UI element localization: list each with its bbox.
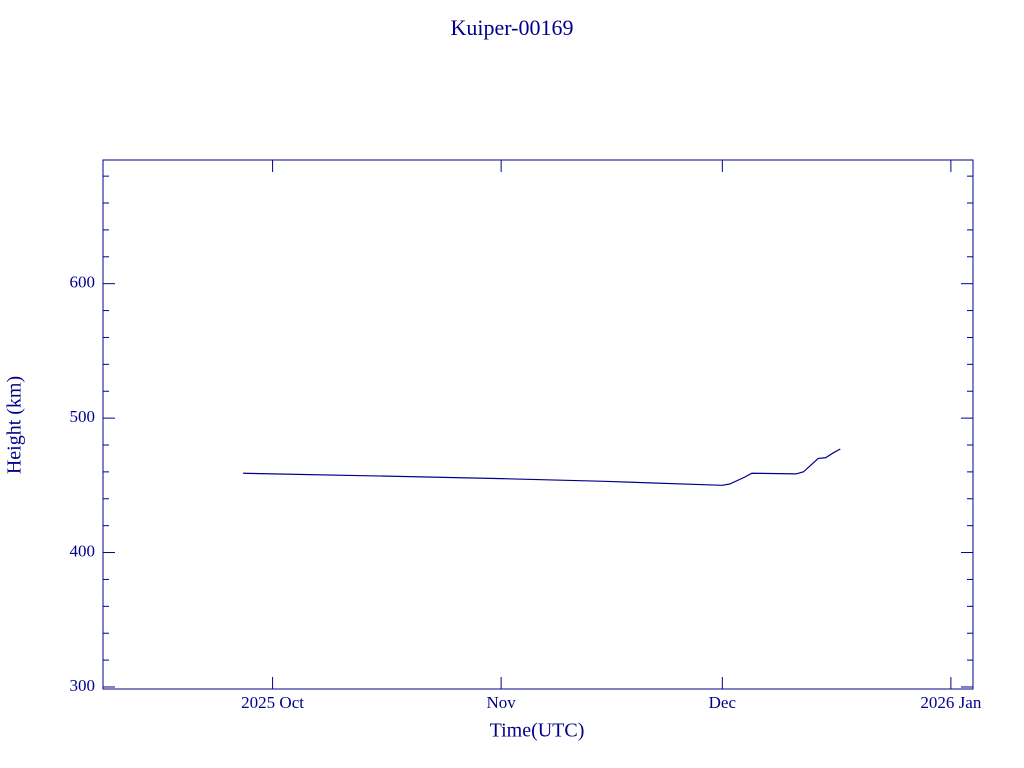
y-tick-label: 400 — [70, 541, 96, 560]
x-tick-label: 2025 Oct — [241, 693, 304, 712]
x-axis-label: Time(UTC) — [490, 720, 585, 742]
x-tick-label: Nov — [486, 693, 516, 712]
x-tick-label: 2026 Jan — [920, 693, 981, 712]
data-line — [243, 448, 841, 486]
y-tick-label: 600 — [70, 273, 96, 292]
y-axis-label: Height (km) — [4, 376, 26, 474]
plot-frame — [102, 159, 974, 690]
x-tick-label: Dec — [709, 693, 737, 712]
y-tick-label: 500 — [70, 407, 96, 426]
chart-title: Kuiper-00169 — [451, 15, 574, 40]
y-tick-label: 300 — [70, 676, 96, 695]
